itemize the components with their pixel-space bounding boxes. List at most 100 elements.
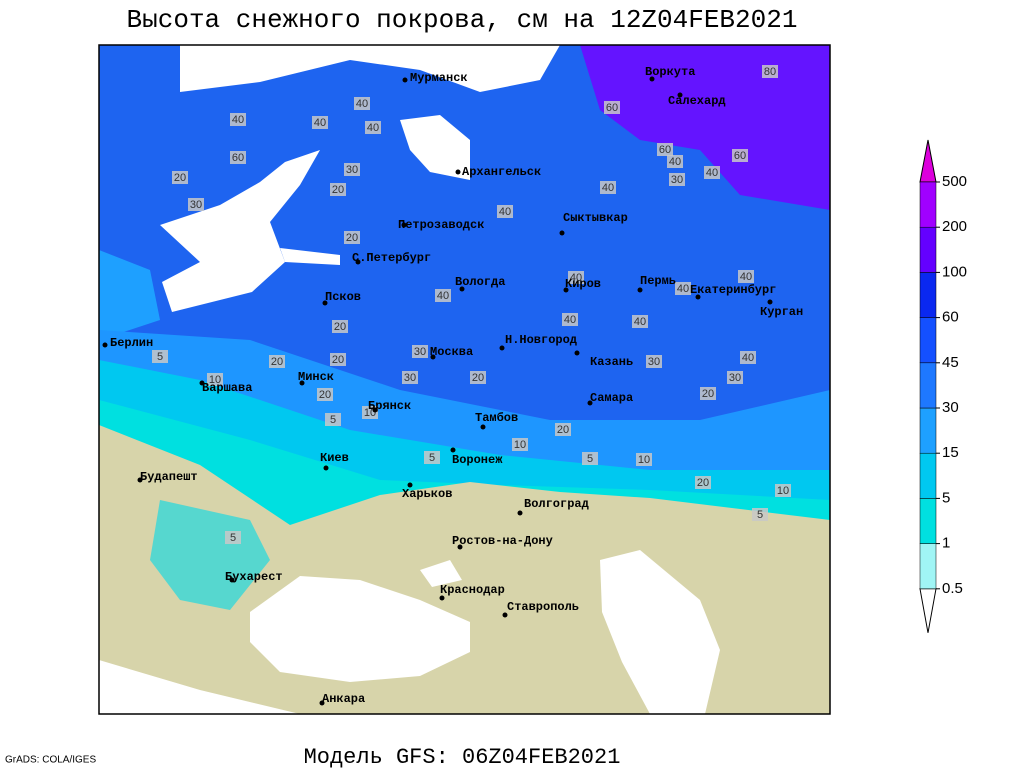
snow-deep <box>580 45 830 210</box>
city-dot <box>319 700 325 706</box>
contour-label: 60 <box>734 150 746 162</box>
city-label: Курган <box>760 305 803 319</box>
contour-label-box <box>562 313 578 326</box>
legend-swatch <box>919 317 937 364</box>
city-dot <box>574 350 580 356</box>
contour-label-box <box>752 508 768 521</box>
legend-swatch <box>919 498 937 544</box>
city-label: Псков <box>325 290 361 304</box>
contour-label: 20 <box>697 477 709 489</box>
legend-arrow-bottom <box>919 588 937 633</box>
city-label: Мурманск <box>410 71 468 85</box>
contour-label: 5 <box>429 452 435 464</box>
contour-label-box <box>332 320 348 333</box>
contour-label: 40 <box>706 167 718 179</box>
contour-label-box <box>512 438 528 451</box>
map-frame <box>98 44 831 715</box>
contour-label: 40 <box>634 316 646 328</box>
legend-label: 5 <box>942 489 950 506</box>
city-dot <box>102 342 108 348</box>
city-label: Будапешт <box>140 470 198 484</box>
legend-label: 1 <box>942 535 950 552</box>
contour-label-box <box>669 173 685 186</box>
contour-label: 5 <box>757 509 763 521</box>
contour-label: 10 <box>777 485 789 497</box>
contour-label-box <box>732 149 748 162</box>
contour-label-box <box>317 388 333 401</box>
city-label: Анкара <box>322 692 365 706</box>
city-label: Самара <box>590 391 633 405</box>
contour-label: 30 <box>190 199 202 211</box>
contour-label-box <box>230 151 246 164</box>
city-dot <box>677 92 683 98</box>
contour-label: 20 <box>334 321 346 333</box>
contour-label: 40 <box>499 206 511 218</box>
contour-label: 40 <box>570 272 582 284</box>
contour-label-box <box>354 97 370 110</box>
city-dot <box>563 287 569 293</box>
city-label: Краснодар <box>440 583 505 597</box>
city-dot <box>430 354 436 360</box>
city-dot <box>299 380 305 386</box>
contour-label: 20 <box>557 424 569 436</box>
city-label: Волгоград <box>524 497 589 511</box>
city-label: Петрозаводск <box>398 218 484 232</box>
map <box>98 44 831 715</box>
contour-label-box <box>667 155 683 168</box>
city-dot <box>450 447 456 453</box>
city-dot <box>587 400 593 406</box>
city-label: Ростов-на-Дону <box>452 534 553 548</box>
contour-label: 5 <box>330 414 336 426</box>
city-label: Тамбов <box>475 410 518 425</box>
city-dot <box>695 294 701 300</box>
city-label: Екатеринбург <box>690 282 776 297</box>
city-label: Киров <box>565 277 601 291</box>
contour-label: 20 <box>319 389 331 401</box>
contour-label: 30 <box>729 372 741 384</box>
contour-label-box <box>775 484 791 497</box>
city-dot <box>401 222 407 228</box>
city-dot <box>637 287 643 293</box>
contour-label-box <box>424 451 440 464</box>
city-dot <box>407 482 413 488</box>
contour-label: 10 <box>514 439 526 451</box>
legend-swatch <box>919 181 937 228</box>
legend-swatch <box>919 226 937 273</box>
contour-label: 30 <box>648 356 660 368</box>
sea <box>250 576 470 682</box>
contour-label-box <box>225 531 241 544</box>
contour-label: 20 <box>174 172 186 184</box>
city-label: Вологда <box>455 275 505 289</box>
contour-label-box <box>412 345 428 358</box>
legend-label: 60 <box>942 309 959 326</box>
contour-label: 40 <box>669 156 681 168</box>
footer: Модель GFS: 06Z04FEB2021 <box>304 745 621 768</box>
city-label: Воркута <box>645 65 695 79</box>
contour-label: 20 <box>332 354 344 366</box>
city-label: Салехард <box>668 94 726 108</box>
city-label: Сыктывкар <box>563 211 628 225</box>
legend-label: 15 <box>942 444 959 461</box>
city-dot <box>199 380 205 386</box>
contour-label-box <box>188 198 204 211</box>
sea <box>160 150 320 312</box>
city-dot <box>502 612 508 618</box>
city-dot <box>439 595 445 601</box>
legend-arrow-top <box>919 139 937 183</box>
sea <box>400 115 470 180</box>
contour-label-box <box>207 373 223 386</box>
contour-label: 40 <box>564 314 576 326</box>
contour-label: 60 <box>232 152 244 164</box>
contour-label: 40 <box>314 117 326 129</box>
contour-label-box <box>582 452 598 465</box>
city-dot <box>649 76 655 82</box>
contour-label-box <box>435 289 451 302</box>
legend-swatch <box>919 452 937 499</box>
city-dot <box>459 286 465 292</box>
contour-label-box <box>636 453 652 466</box>
contour-label: 40 <box>367 122 379 134</box>
city-label: Казань <box>590 355 633 369</box>
contour-label: 20 <box>702 388 714 400</box>
contour-label-box <box>230 113 246 126</box>
